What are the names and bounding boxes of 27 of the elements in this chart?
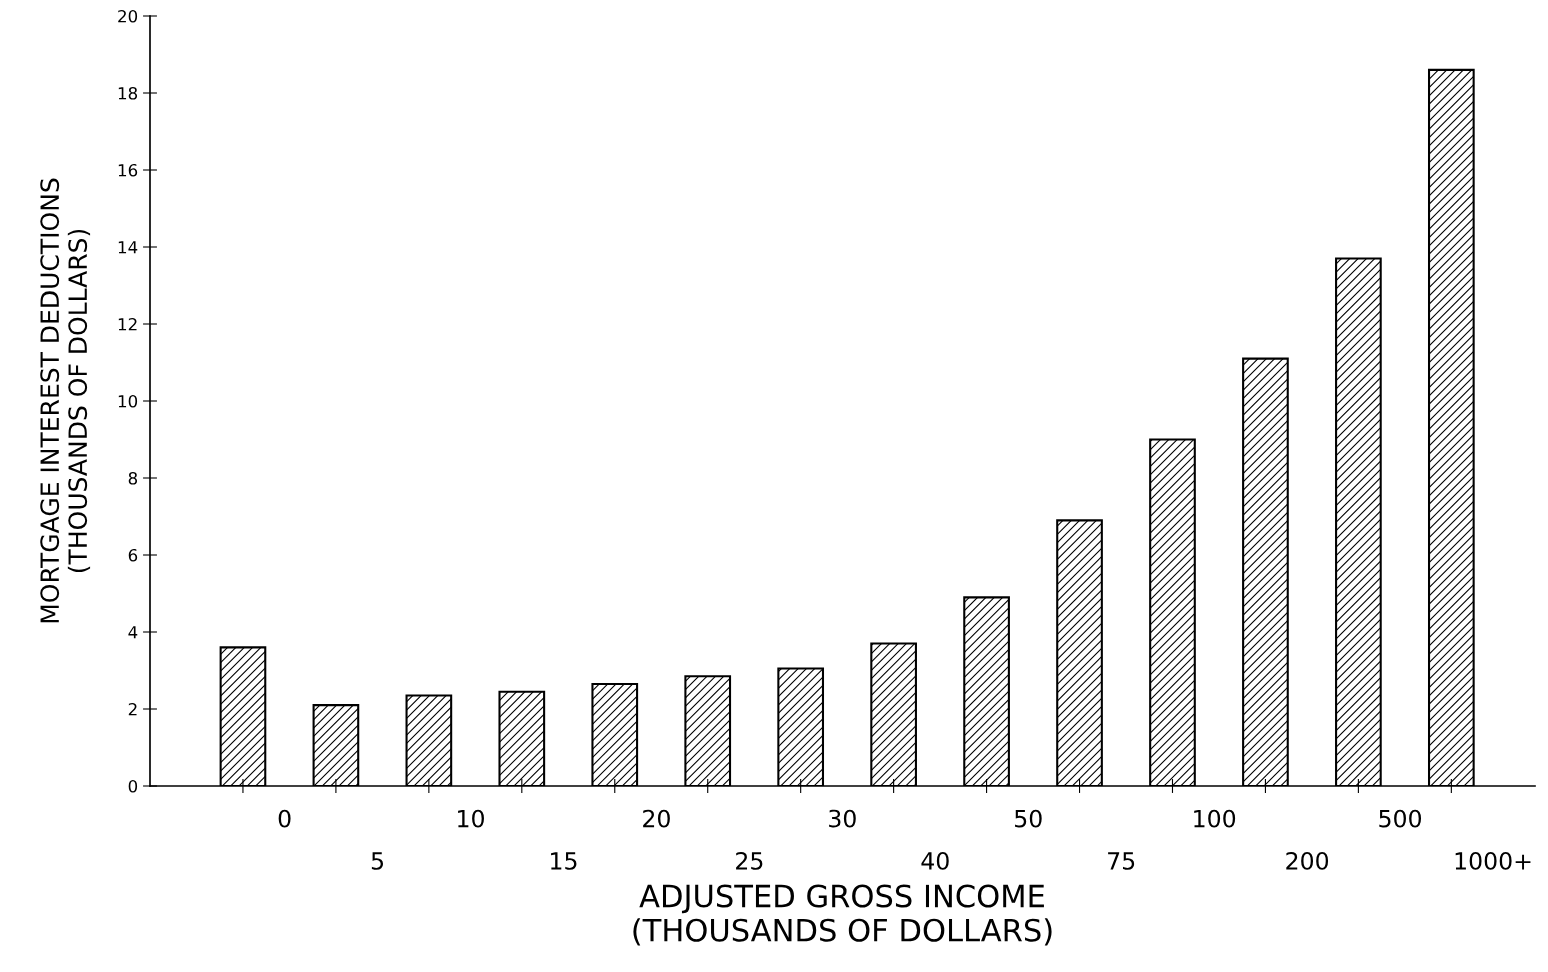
y-tick-label: 0 <box>128 779 138 793</box>
x-axis-title: ADJUSTED GROSS INCOME (THOUSANDS OF DOLLARS) <box>633 884 1052 946</box>
y-tick-label: 18 <box>118 86 138 100</box>
y-tick-label: 12 <box>118 317 137 331</box>
x-tick-label: 30 <box>829 809 856 828</box>
x-tick-label: 5 <box>371 852 384 870</box>
y-tick-label: 6 <box>128 548 138 562</box>
x-tick-label: 15 <box>551 852 577 870</box>
y-axis-title: MORTGAGE INTEREST DEDUCTIONS (THOUSANDS OF DOLLARS) <box>40 178 91 623</box>
x-tick-label: 75 <box>1108 852 1135 870</box>
y-tick-label: 14 <box>118 241 138 254</box>
y-tick-label: 10 <box>118 394 138 408</box>
x-tick-label: 40 <box>921 851 949 870</box>
x-tick-label: 200 <box>1286 851 1329 870</box>
y-tick-label: 8 <box>128 471 138 485</box>
x-tick-label: 20 <box>643 809 670 828</box>
x-tick-label: 500 <box>1379 809 1422 828</box>
x-tick-label: 10 <box>458 809 484 828</box>
y-tick-label: 20 <box>118 9 138 23</box>
x-tick-label: 1000+ <box>1455 851 1531 870</box>
y-tick-label: 2 <box>128 702 137 716</box>
x-tick-label: 50 <box>1015 809 1042 828</box>
x-tick-label: 0 <box>278 809 291 828</box>
y-tick-label: 16 <box>118 163 138 177</box>
x-tick-label: 25 <box>736 851 763 870</box>
y-tick-label: 4 <box>128 626 138 639</box>
x-tick-label: 100 <box>1194 809 1236 828</box>
